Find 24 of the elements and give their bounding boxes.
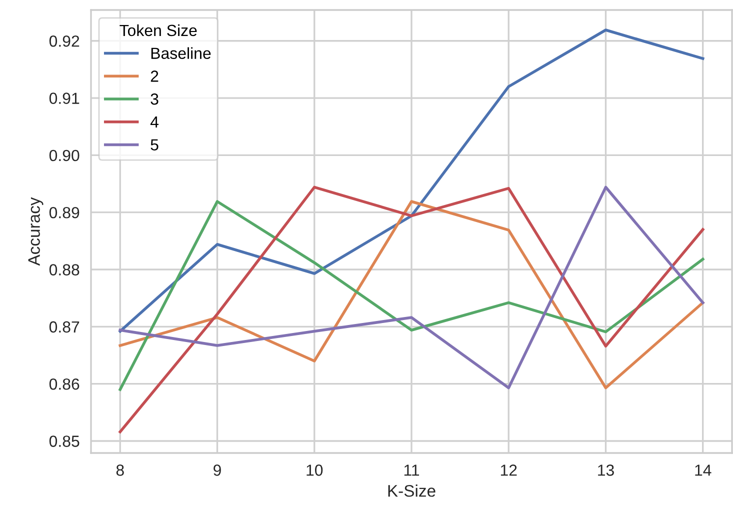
x-tick-label: 14: [695, 464, 712, 476]
y-tick-label: 0.88: [49, 264, 80, 276]
x-tick-label: 8: [116, 464, 124, 476]
x-axis-title: K-Size: [388, 484, 436, 497]
line-series: [118, 186, 704, 434]
legend-label: 4: [150, 116, 159, 128]
x-tick-label: 10: [306, 464, 323, 476]
legend-label: 5: [150, 139, 158, 150]
y-tick-label: 0.91: [49, 92, 80, 104]
legend-label: 3: [150, 93, 158, 105]
x-tick-label: 12: [500, 464, 517, 476]
y-tick-label: 0.89: [49, 206, 80, 218]
y-tick-label: 0.87: [49, 321, 80, 333]
legend-label: 2: [150, 70, 158, 82]
x-tick-label: 9: [214, 464, 221, 476]
y-tick-label: 0.90: [49, 150, 80, 162]
y-axis-title: Accuracy: [28, 197, 44, 266]
y-tick-label: 0.86: [49, 378, 80, 390]
x-tick-label: 11: [404, 464, 420, 476]
legend-title: Token Size: [120, 24, 197, 36]
y-tick-label: 0.85: [49, 436, 80, 447]
legend-label: Baseline: [151, 47, 211, 59]
x-tick-label: 13: [598, 464, 614, 476]
y-tick-label: 0.92: [49, 36, 80, 47]
